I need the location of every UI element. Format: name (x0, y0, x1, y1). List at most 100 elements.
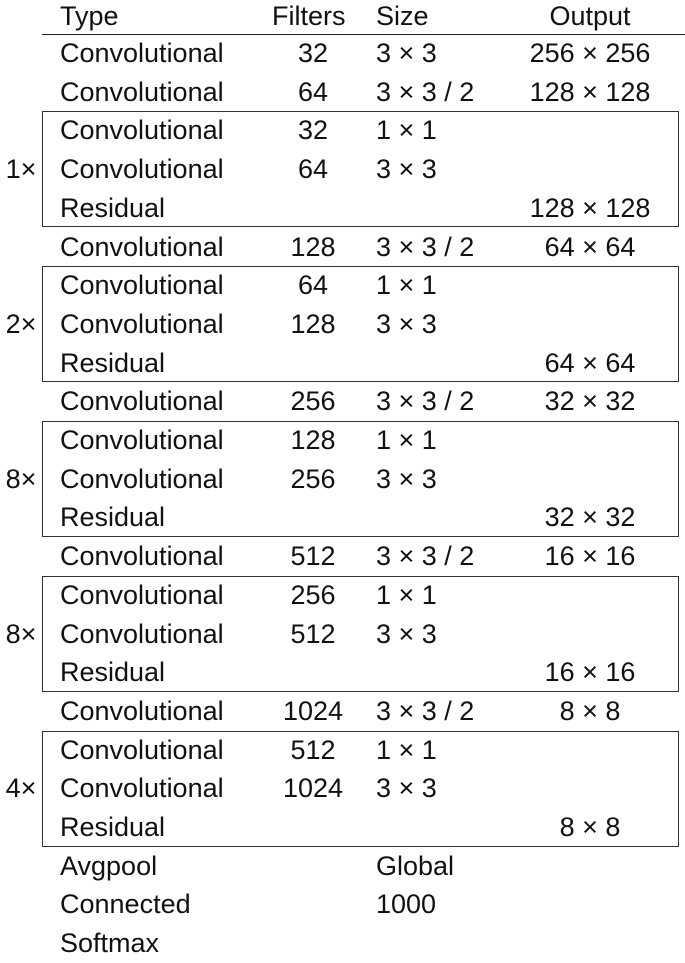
row-size: 3 × 3 (376, 463, 437, 494)
row-type: Connected (60, 889, 191, 920)
row-type: Convolutional (60, 38, 224, 68)
row-size: 3 × 3 (376, 773, 437, 804)
row-filters: 1024 (282, 773, 344, 804)
row-filters: 1024 (282, 695, 344, 726)
row-size: 1 × 1 (376, 734, 437, 765)
row-type: Residual (60, 192, 166, 223)
row-filters: 256 (290, 386, 336, 417)
row-output: 128 × 128 (529, 76, 651, 107)
row-type: Convolutional (60, 386, 224, 417)
table-row: Convolutional 32 3 × 3 256 × 256 (0, 34, 685, 73)
row-type: Convolutional (60, 618, 224, 649)
table-row: Convolutional 512 3 × 3 (0, 615, 685, 654)
table-row: Convolutional 64 3 × 3 (0, 150, 685, 189)
row-size: 3 × 3 (376, 308, 437, 339)
row-filters: 256 (290, 579, 336, 610)
row-filters: 256 (290, 463, 336, 494)
header-filters: Filters (272, 1, 346, 31)
row-size: 1 × 1 (376, 579, 437, 610)
table-row: Convolutional 256 3 × 3 / 2 32 × 32 (0, 382, 685, 421)
row-filters: 128 (290, 308, 336, 339)
row-output: 64 × 64 (544, 347, 636, 378)
row-size: 1 × 1 (376, 270, 437, 301)
table-row: Convolutional 128 3 × 3 (0, 305, 685, 344)
table-row: Convolutional 128 3 × 3 / 2 64 × 64 (0, 228, 685, 267)
table-row: Residual 32 × 32 (0, 498, 685, 537)
table-row: Residual 64 × 64 (0, 344, 685, 383)
row-type: Convolutional (60, 541, 224, 572)
table-row: Residual 128 × 128 (0, 189, 685, 228)
table-row: Convolutional 512 3 × 3 / 2 16 × 16 (0, 537, 685, 576)
row-filters: 32 (297, 38, 329, 68)
table-row: Convolutional 256 3 × 3 (0, 460, 685, 499)
row-type: Convolutional (60, 695, 224, 726)
row-type: Convolutional (60, 463, 224, 494)
row-filters: 128 (290, 231, 336, 262)
residual-block-box (42, 575, 679, 692)
row-type: Avgpool (60, 850, 158, 881)
block-multiplier: 2× (5, 308, 37, 339)
table-row: Connected 1000 (0, 885, 685, 924)
row-output: 64 × 64 (544, 231, 636, 262)
table-row: Convolutional 128 1 × 1 (0, 421, 685, 460)
table-row: Convolutional 32 1 × 1 (0, 111, 685, 150)
row-type: Convolutional (60, 425, 224, 455)
block-multiplier: 1× (5, 154, 37, 185)
row-size: 3 × 3 / 2 (376, 231, 475, 262)
row-type: Residual (60, 812, 166, 842)
table-row: Residual 16 × 16 (0, 653, 685, 692)
table-row: Convolutional 1024 3 × 3 (0, 769, 685, 808)
row-size: Global (376, 850, 455, 881)
row-size: 1 × 1 (376, 115, 437, 146)
row-output: 8 × 8 (559, 812, 621, 842)
row-type: Convolutional (60, 231, 224, 262)
row-type: Convolutional (60, 154, 224, 185)
row-size: 1 × 1 (376, 425, 437, 455)
row-size: 3 × 3 / 2 (376, 76, 475, 107)
row-size: 3 × 3 / 2 (376, 695, 475, 726)
row-output: 16 × 16 (544, 657, 636, 688)
row-filters: 128 (290, 425, 336, 455)
row-type: Residual (60, 657, 166, 688)
header-size: Size (376, 1, 429, 31)
table-row: Avgpool Global (0, 847, 685, 886)
residual-block-box (42, 421, 679, 538)
header-type: Type (60, 1, 119, 31)
row-filters: 512 (290, 734, 336, 765)
residual-block-box (42, 730, 679, 847)
row-filters: 64 (297, 270, 329, 301)
block-multiplier: 4× (5, 773, 37, 804)
row-size: 3 × 3 / 2 (376, 541, 475, 572)
row-output: 32 × 32 (544, 502, 636, 533)
row-size: 3 × 3 (376, 38, 437, 68)
row-type: Convolutional (60, 270, 224, 301)
row-type: Residual (60, 502, 166, 533)
row-output: 256 × 256 (529, 38, 651, 68)
row-output: 32 × 32 (544, 386, 636, 417)
header-rule (42, 34, 685, 35)
residual-block-box (42, 266, 679, 383)
row-output: 16 × 16 (544, 541, 636, 572)
table-row: Convolutional 1024 3 × 3 / 2 8 × 8 (0, 692, 685, 731)
row-size: 3 × 3 (376, 618, 437, 649)
residual-block-box (42, 111, 679, 228)
block-multiplier: 8× (5, 463, 37, 494)
row-size: 3 × 3 / 2 (376, 386, 475, 417)
row-filters: 32 (297, 115, 329, 146)
row-type: Convolutional (60, 308, 224, 339)
row-filters: 512 (290, 618, 336, 649)
row-type: Convolutional (60, 773, 224, 804)
table-header: Type Filters Size Output (0, 0, 685, 34)
row-type: Convolutional (60, 115, 224, 146)
table-row: Convolutional 512 1 × 1 (0, 731, 685, 770)
row-size: 1000 (376, 889, 437, 920)
row-type: Softmax (60, 928, 160, 959)
block-multiplier: 8× (5, 618, 37, 649)
table-row: Convolutional 64 3 × 3 / 2 128 × 128 (0, 73, 685, 112)
row-type: Convolutional (60, 579, 224, 610)
header-output: Output (549, 1, 631, 31)
row-type: Convolutional (60, 734, 224, 765)
table-row: Convolutional 256 1 × 1 (0, 576, 685, 615)
row-type: Convolutional (60, 76, 224, 107)
